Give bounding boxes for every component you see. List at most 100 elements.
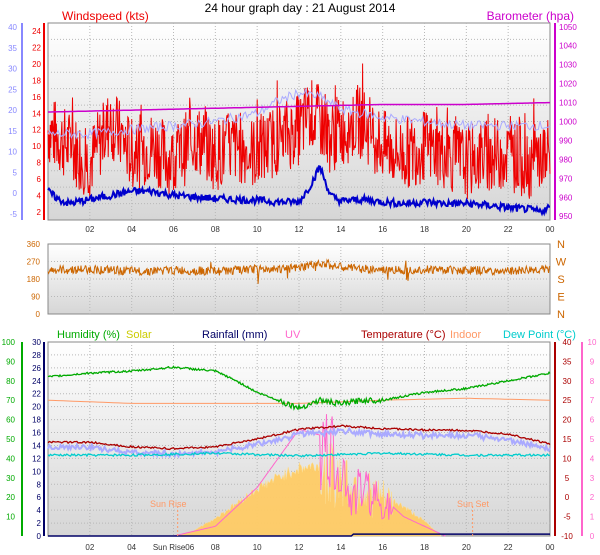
wind-baro-panel: 24681012141618202224-5051015202530354095… — [8, 22, 577, 234]
temperature-tick-label: 30 — [563, 377, 572, 386]
outer-tick-label: 15 — [8, 127, 17, 136]
direction-tick-label: 0 — [36, 310, 41, 319]
windspeed-tick-label: 4 — [37, 191, 42, 200]
wind-x-tick-label: 12 — [295, 225, 304, 234]
outer-tick-label: -5 — [10, 210, 18, 219]
wind-x-tick-label: 00 — [546, 225, 555, 234]
rain-tick-label: 22 — [32, 390, 41, 399]
windspeed-tick-label: 24 — [32, 27, 41, 36]
rain-tick-label: 26 — [32, 364, 41, 373]
uv-tick-label: 6 — [590, 416, 595, 425]
barometer-tick-label: 990 — [559, 136, 573, 145]
outer-tick-label: 40 — [8, 23, 17, 32]
temperature-tick-label: 5 — [565, 474, 570, 483]
rain-tick-label: 10 — [32, 467, 41, 476]
dewpoint-label: Dew Point (°C) — [503, 329, 576, 341]
uv-tick-label: 9 — [590, 357, 595, 366]
wind-x-tick-label: 08 — [211, 225, 220, 234]
temperature-tick-label: 35 — [563, 357, 572, 366]
wind-x-tick-label: 18 — [420, 225, 429, 234]
windspeed-label: Windspeed (kts) — [62, 9, 149, 23]
temperature-tick-label: 15 — [563, 435, 572, 444]
direction-tick-label: 270 — [27, 258, 41, 267]
wind-x-tick-label: 04 — [127, 225, 136, 234]
windspeed-tick-label: 2 — [37, 208, 42, 217]
temp-x-tick-label: 14 — [336, 543, 345, 552]
uv-tick-label: 0 — [590, 532, 595, 541]
uv-label: UV — [285, 329, 301, 341]
wind-direction-line — [47, 258, 551, 284]
windspeed-tick-label: 14 — [32, 109, 41, 118]
uv-tick-label: 1 — [590, 513, 595, 522]
chart-title: 24 hour graph day : 21 August 2014 — [205, 1, 396, 15]
temp-x-tick-label: 04 — [127, 543, 136, 552]
dewpoint-line — [47, 451, 551, 458]
temp-x-tick-label: 20 — [462, 543, 471, 552]
windspeed-gust-line — [47, 63, 551, 200]
direction-tick-label: 90 — [31, 293, 40, 302]
sunset-label: Sun Set — [457, 499, 490, 509]
rainfall-line — [48, 533, 550, 537]
temperature-tick-label: 10 — [563, 454, 572, 463]
temperature-tick-label: -10 — [561, 532, 573, 541]
barometer-tick-label: 1020 — [559, 80, 577, 89]
uv-tick-label: 4 — [590, 454, 595, 463]
uv-tick-label: 8 — [590, 377, 595, 386]
humidity-label: Humidity (%) — [57, 329, 120, 341]
humidity-tick-label: 90 — [6, 357, 15, 366]
solar-area — [177, 440, 442, 537]
temperature-line — [47, 424, 551, 451]
uv-tick-label: 5 — [590, 435, 595, 444]
barometer-tick-label: 1030 — [559, 61, 577, 70]
windspeed-tick-label: 18 — [32, 76, 41, 85]
windspeed-tick-label: 12 — [32, 126, 41, 135]
temp-x-tick-label: 00 — [546, 543, 555, 552]
humidity-tick-label: 100 — [2, 338, 16, 347]
rain-tick-label: 6 — [37, 493, 42, 502]
temp-x-tick-label: 18 — [420, 543, 429, 552]
temp-x-tick-label: 16 — [378, 543, 387, 552]
outer-tick-label: 35 — [8, 44, 17, 53]
humidity-tick-label: 50 — [6, 435, 15, 444]
barometer-tick-label: 1010 — [559, 99, 577, 108]
humidity-tick-label: 60 — [6, 416, 15, 425]
barometer-tick-label: 1050 — [559, 23, 577, 32]
barometer-tick-label: 970 — [559, 174, 573, 183]
barometer-tick-label: 950 — [559, 212, 573, 221]
barometer-tick-label: 1000 — [559, 118, 577, 127]
temp-x-tick-label: 02 — [85, 543, 94, 552]
rain-tick-label: 2 — [37, 519, 42, 528]
windspeed-tick-label: 20 — [32, 60, 41, 69]
windspeed-tick-label: 16 — [32, 93, 41, 102]
temperature-tick-label: 25 — [563, 396, 572, 405]
outer-tick-label: 20 — [8, 106, 17, 115]
windspeed-avg-line — [47, 165, 550, 217]
solar-label: Solar — [126, 329, 152, 341]
temp-x-tick-label: Sun Rise06 — [153, 543, 195, 552]
wind-x-tick-label: 06 — [169, 225, 178, 234]
rain-tick-label: 8 — [37, 480, 42, 489]
temp-x-tick-label: 10 — [253, 543, 262, 552]
wind-x-tick-label: 16 — [378, 225, 387, 234]
temp-x-tick-label: 08 — [211, 543, 220, 552]
rain-tick-label: 24 — [32, 377, 41, 386]
uv-tick-label: 2 — [590, 493, 595, 502]
temp-humidity-panel: 1020304050607080901000246810121416182022… — [2, 338, 597, 552]
windspeed-tick-label: 22 — [32, 44, 41, 53]
outer-tick-label: 25 — [8, 85, 17, 94]
direction-plot-area — [47, 243, 551, 315]
direction-tick-label: 360 — [27, 240, 41, 249]
rain-tick-label: 30 — [32, 338, 41, 347]
wind-x-tick-label: 14 — [336, 225, 345, 234]
humidity-tick-label: 10 — [6, 513, 15, 522]
rain-tick-label: 16 — [32, 429, 41, 438]
temp-x-tick-label: 12 — [295, 543, 304, 552]
compass-tick-label: W — [556, 257, 567, 269]
rain-tick-label: 0 — [37, 532, 42, 541]
barometer-label: Barometer (hpa) — [487, 9, 574, 23]
direction-tick-label: 180 — [27, 275, 41, 284]
humidity-tick-label: 20 — [6, 493, 15, 502]
compass-tick-label: N — [557, 309, 565, 321]
compass-tick-label: N — [557, 239, 565, 251]
windchill-line — [47, 87, 551, 141]
